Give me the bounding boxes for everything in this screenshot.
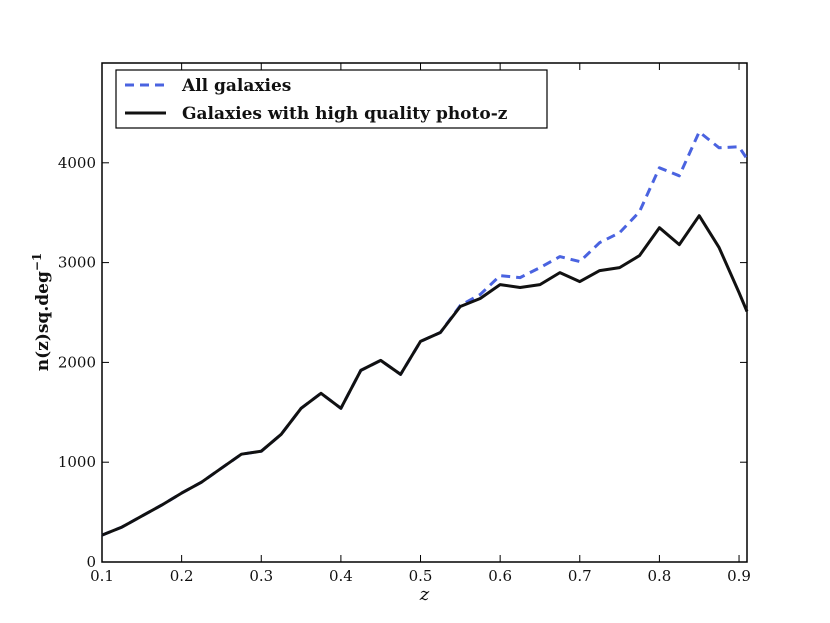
x-tick-label: 0.9 <box>727 567 751 585</box>
x-tick-label: 0.3 <box>249 567 273 585</box>
y-tick-label: 3000 <box>58 254 96 272</box>
x-tick-label: 0.5 <box>409 567 433 585</box>
x-tick-label: 0.1 <box>90 567 114 585</box>
x-tick-label: 0.4 <box>329 567 353 585</box>
x-tick-label: 0.6 <box>488 567 512 585</box>
x-tick-label: 0.2 <box>170 567 194 585</box>
y-axis-title: n(z)sq.deg−1 <box>30 253 53 371</box>
y-tick-label: 1000 <box>58 453 96 471</box>
legend-label-all-galaxies: All galaxies <box>181 76 291 96</box>
y-tick-label: 0 <box>86 553 96 571</box>
y-axis-title-text: n(z)sq.deg <box>33 271 53 371</box>
series-layer <box>101 130 749 537</box>
plot-area <box>101 62 748 563</box>
x-tick-label: 0.7 <box>568 567 592 585</box>
y-tick-label: 4000 <box>58 154 96 172</box>
x-axis-title: z <box>419 584 430 605</box>
y-tick-label: 2000 <box>58 353 96 371</box>
legend: All galaxies Galaxies with high quality … <box>115 69 548 129</box>
x-tick-label: 0.8 <box>647 567 671 585</box>
legend-label-high-quality: Galaxies with high quality photo-z <box>182 104 508 124</box>
y-axis-title-superscript: −1 <box>30 253 44 271</box>
legend-box <box>115 69 548 129</box>
series-line-1 <box>101 214 749 537</box>
axis-ticks: 0.1 0.2 0.3 0.4 0.5 0.6 0.7 0.8 0.9 0 1000 2000 3000… <box>58 63 751 585</box>
